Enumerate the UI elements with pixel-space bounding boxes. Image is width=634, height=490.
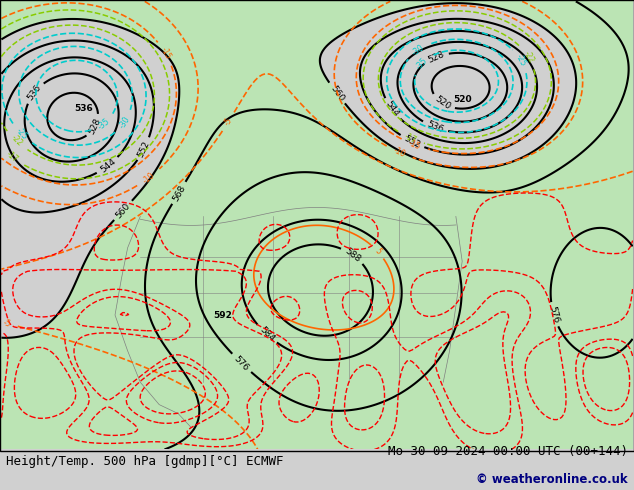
Text: Height/Temp. 500 hPa [gdmp][°C] ECMWF: Height/Temp. 500 hPa [gdmp][°C] ECMWF [6, 455, 284, 468]
Text: -30: -30 [117, 114, 131, 130]
Text: 560: 560 [114, 201, 132, 220]
Text: 552: 552 [403, 134, 422, 150]
Text: 536: 536 [425, 120, 445, 135]
Text: 584: 584 [257, 325, 276, 343]
Text: Mo 30-09-2024 00:00 UTC (00+144): Mo 30-09-2024 00:00 UTC (00+144) [387, 445, 628, 458]
Text: -15: -15 [158, 46, 172, 61]
Text: 520: 520 [453, 96, 472, 104]
Text: -10: -10 [141, 171, 157, 185]
Text: -22: -22 [521, 49, 535, 65]
Text: -15: -15 [407, 138, 422, 151]
Text: 588: 588 [343, 246, 362, 264]
Text: -30: -30 [411, 43, 426, 57]
Text: -5: -5 [223, 117, 234, 127]
Text: 536: 536 [25, 83, 43, 102]
Text: -22: -22 [9, 133, 24, 148]
Text: 536: 536 [74, 104, 93, 113]
Text: 576: 576 [547, 305, 560, 324]
Text: 552: 552 [136, 139, 152, 159]
Text: -17: -17 [403, 131, 418, 145]
Text: 544: 544 [384, 99, 400, 119]
Text: -35: -35 [415, 55, 430, 71]
Text: 544: 544 [98, 157, 117, 174]
Text: -25: -25 [14, 126, 29, 142]
Text: 568: 568 [171, 183, 187, 202]
Text: -10: -10 [392, 146, 407, 159]
Text: 528: 528 [87, 116, 103, 136]
Text: 528: 528 [426, 49, 446, 65]
Text: -25: -25 [514, 53, 528, 68]
Text: 576: 576 [232, 354, 250, 372]
Text: -35: -35 [96, 116, 111, 131]
Text: -5: -5 [2, 318, 12, 329]
Text: -17: -17 [4, 149, 19, 164]
Text: © weatheronline.co.uk: © weatheronline.co.uk [476, 473, 628, 486]
Text: 520: 520 [433, 95, 452, 112]
Text: 5: 5 [373, 247, 383, 256]
Text: 560: 560 [328, 83, 346, 103]
Text: 592: 592 [213, 311, 232, 319]
